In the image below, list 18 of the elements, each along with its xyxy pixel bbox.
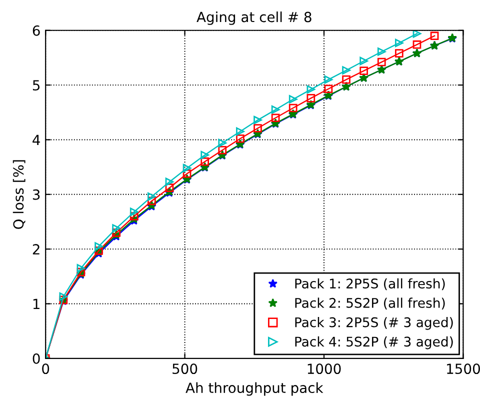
y-tick-label: 3 (32, 189, 40, 200)
x-axis-title: Ah throughput pack (186, 382, 324, 396)
x-tick-label: 500 (172, 364, 198, 374)
legend-label: Pack 3: 2P5S (# 3 aged) (295, 317, 453, 330)
y-tick-label: 1 (33, 298, 40, 310)
y-tick-label: 5 (32, 80, 40, 91)
y-tick-label: 2 (32, 244, 40, 254)
x-tick-label: 1500 (447, 364, 480, 374)
y-tick-label: 0 (32, 353, 40, 364)
y-axis-title: Q loss [%] (12, 160, 26, 229)
legend-label: Pack 2: 5S2P (all fresh) (295, 298, 445, 310)
x-tick-label: 0 (42, 364, 50, 374)
x-tick-label: 1000 (308, 364, 341, 374)
y-tick-label: 4 (32, 134, 40, 145)
chart-title: Aging at cell # 8 (196, 11, 312, 25)
legend-label: Pack 4: 5S2P (# 3 aged) (295, 336, 453, 350)
legend-label: Pack 1: 2P5S (all fresh) (295, 278, 445, 290)
y-tick-label: 6 (32, 25, 40, 36)
